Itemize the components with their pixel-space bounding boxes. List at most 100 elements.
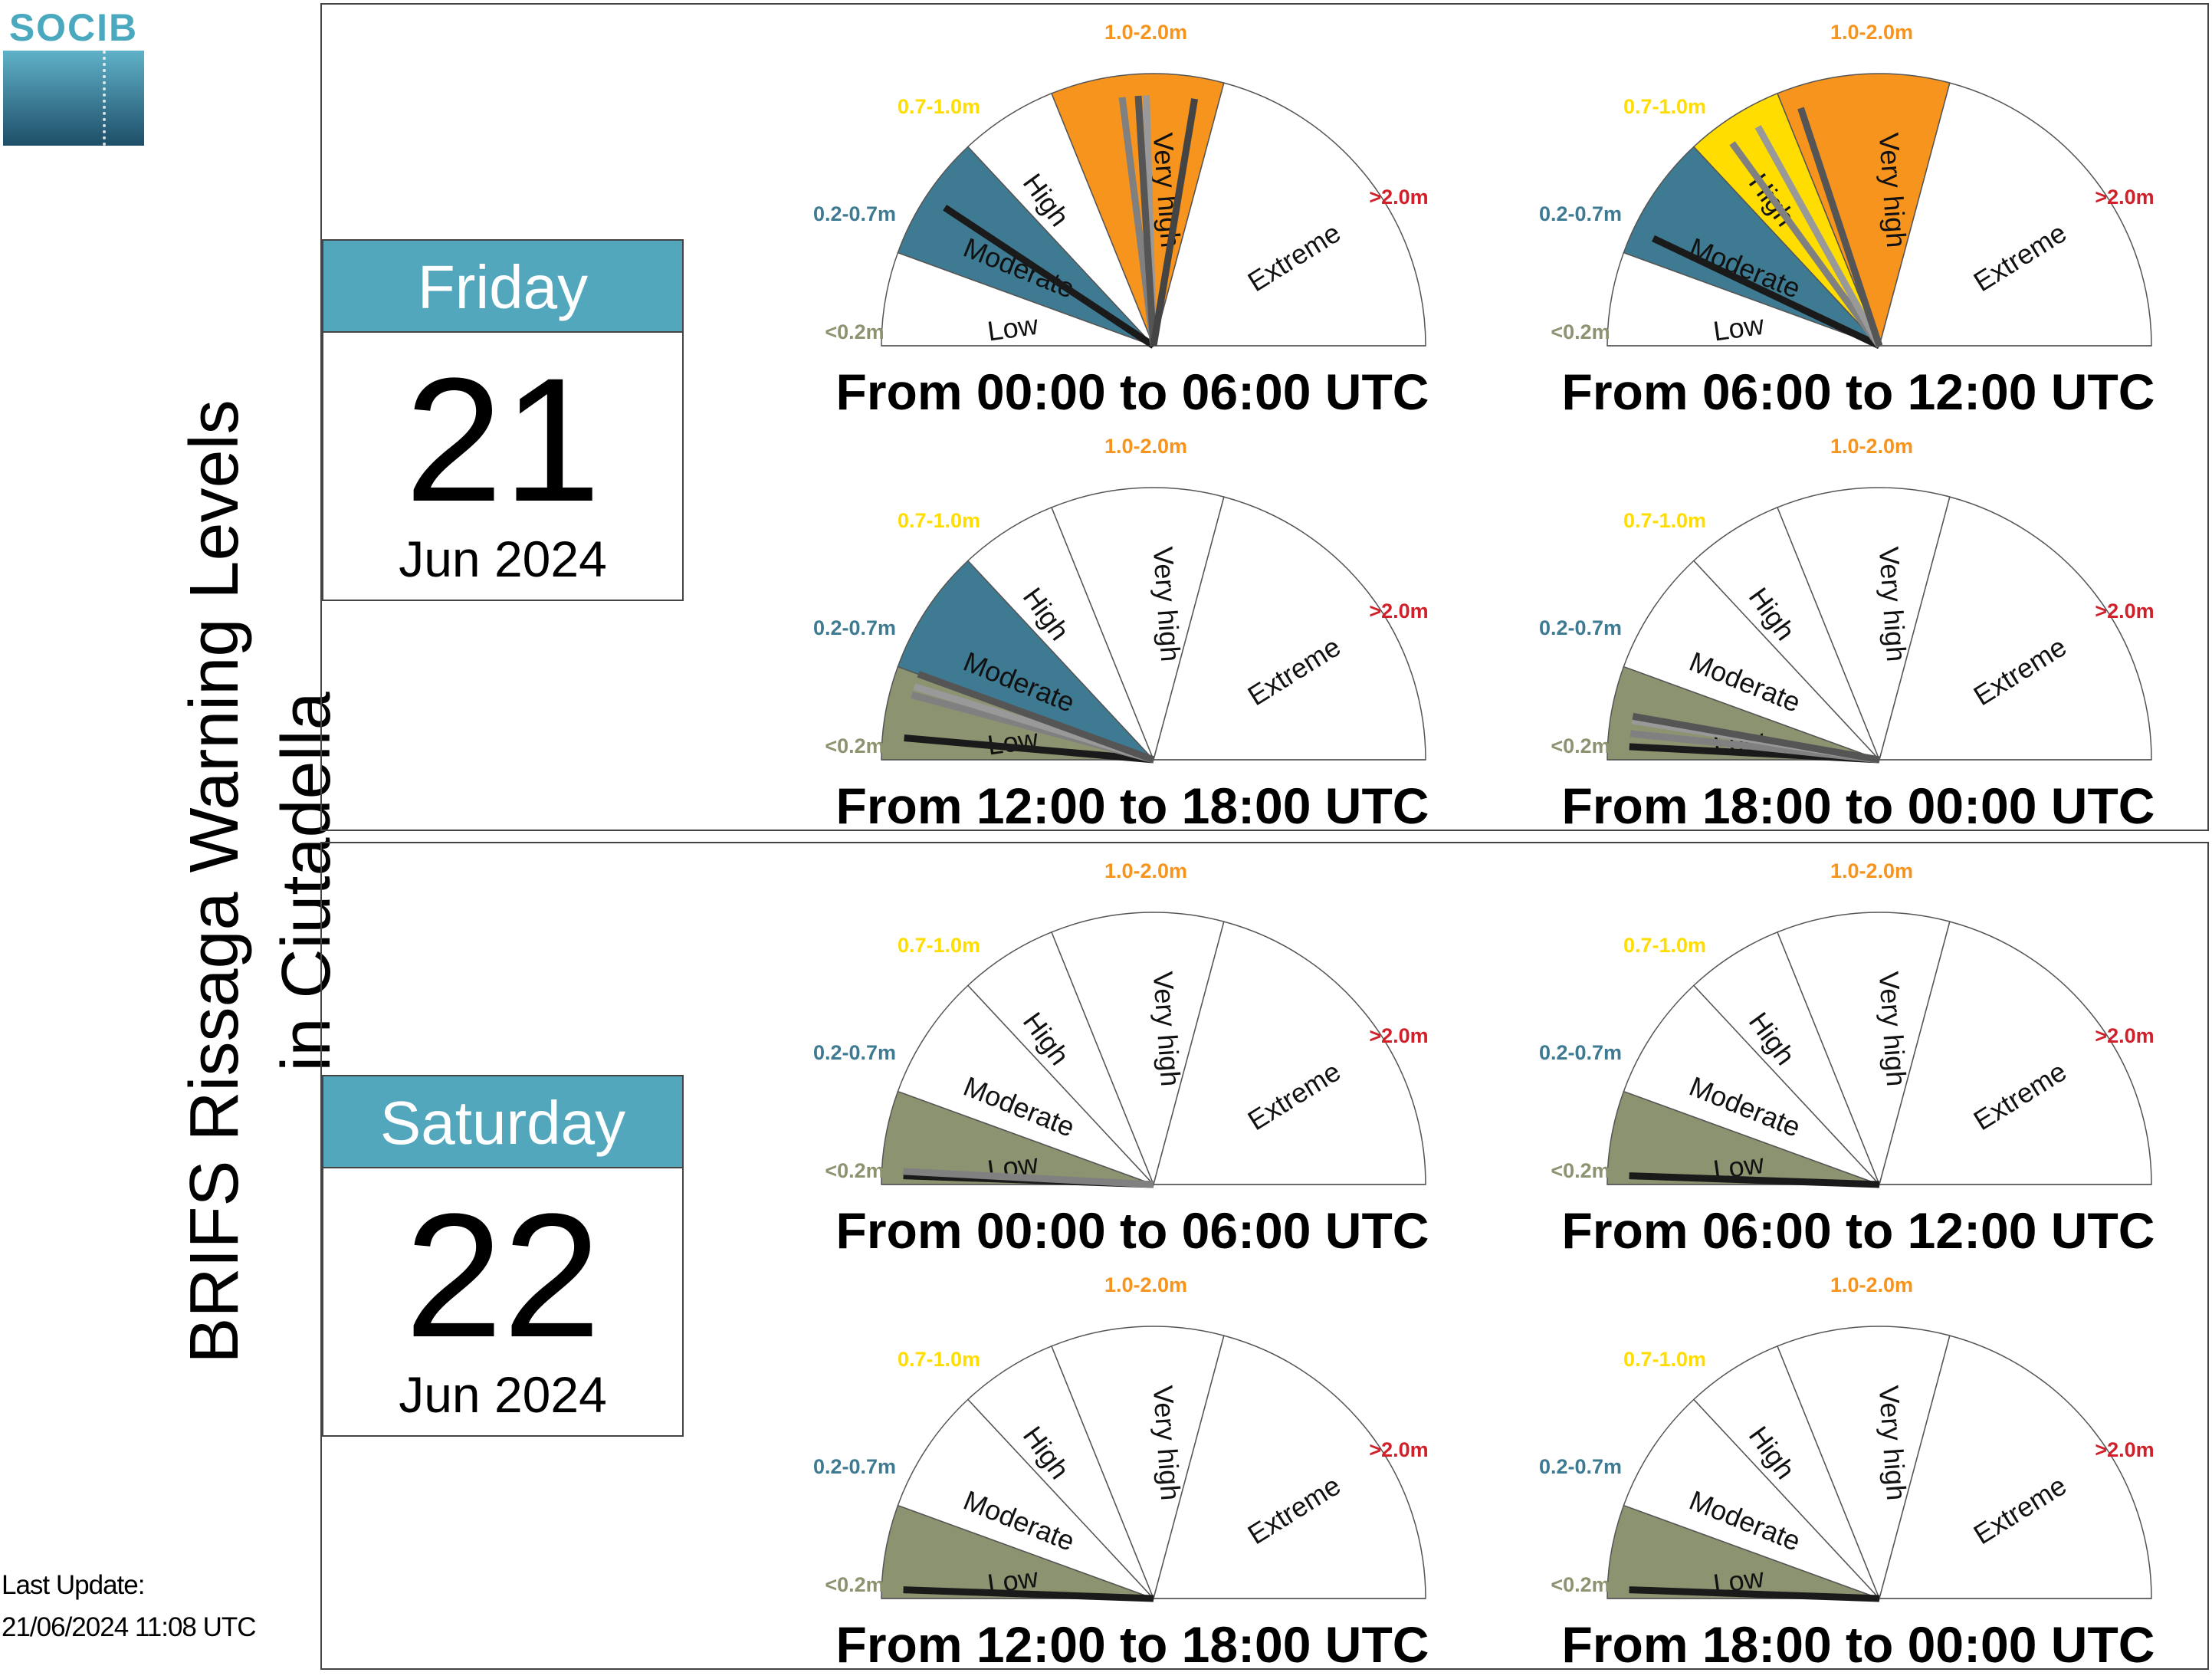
range-label: <0.2m	[825, 320, 884, 343]
sector-label: Low	[986, 309, 1041, 347]
gauge-chart: Low<0.2mModerate0.2-0.7mHigh0.7-1.0mVery…	[1539, 21, 2155, 350]
range-label: <0.2m	[825, 734, 884, 757]
day-name: Friday	[322, 239, 684, 333]
gauge-needle	[1729, 141, 1882, 348]
range-label: >2.0m	[2095, 1438, 2154, 1461]
gauge-needle	[1797, 107, 1883, 347]
gauge-needle	[903, 1168, 1154, 1188]
last-update-value: 21/06/2024 11:08 UTC	[2, 1612, 257, 1642]
day-name: Saturday	[322, 1075, 684, 1168]
month-year: Jun 2024	[399, 531, 607, 587]
day-number: 22	[405, 1177, 601, 1374]
gauge-sector-moderate	[1623, 1398, 1880, 1599]
range-label: 1.0-2.0m	[1830, 435, 1913, 458]
gauge-needle	[1632, 712, 1880, 764]
range-label: 0.2-0.7m	[1539, 1455, 1622, 1478]
range-label: 1.0-2.0m	[1104, 435, 1187, 458]
range-label: 1.0-2.0m	[1830, 859, 1913, 882]
gauge-sector-extreme	[1879, 496, 2152, 761]
warning-gauge: Low<0.2mModerate0.2-0.7mHigh0.7-1.0mVery…	[1496, 426, 2212, 840]
gauge-sector-high	[1692, 931, 1880, 1185]
period-label: From 00:00 to 06:00 UTC	[835, 1202, 1429, 1259]
gauge-chart: Low<0.2mModerate0.2-0.7mHigh0.7-1.0mVery…	[1539, 435, 2155, 764]
gauge-sector-very-high	[1051, 1326, 1225, 1601]
gauge-needle	[1629, 1586, 1880, 1602]
gauge-sector-high	[967, 931, 1154, 1185]
range-label: >2.0m	[1369, 186, 1428, 209]
gauge-sector-high	[1692, 506, 1880, 761]
range-label: 0.7-1.0m	[898, 1348, 980, 1371]
range-label: >2.0m	[1369, 1024, 1428, 1047]
period-label: From 18:00 to 00:00 UTC	[1561, 777, 2155, 834]
gauge-sector-extreme	[1879, 921, 2152, 1185]
gauge-sector-moderate	[897, 560, 1154, 761]
gauge-needle	[1652, 235, 1881, 350]
range-label: 0.7-1.0m	[1623, 1348, 1706, 1371]
day-number: 21	[405, 341, 601, 538]
gauge-needle	[1629, 1172, 1880, 1188]
period-label: From 06:00 to 12:00 UTC	[1561, 363, 2155, 420]
range-label: 0.7-1.0m	[898, 95, 980, 118]
last-update-label: Last Update:	[2, 1570, 145, 1600]
gauge-sector-very-high	[1051, 487, 1225, 762]
gauge-sector-high	[967, 506, 1154, 761]
period-label: From 00:00 to 06:00 UTC	[835, 363, 1429, 420]
date-card: Friday 21 Jun 2024	[322, 239, 684, 601]
gauge-sector-very-high	[1777, 1326, 1951, 1601]
logo-wave-icon	[3, 51, 144, 146]
day-panel: Saturday 22 Jun 2024 Low <0.2m Moderate 0.2-0.…	[320, 842, 2212, 1673]
gauge-sector-moderate	[1623, 984, 1880, 1185]
gauge-sector-moderate	[897, 1398, 1154, 1599]
period-label: From 12:00 to 18:00 UTC	[835, 1616, 1429, 1673]
gauge-needle	[1754, 125, 1882, 348]
range-label: 1.0-2.0m	[1830, 1273, 1913, 1296]
gauge-sector-very-high	[1051, 912, 1225, 1187]
gauge-needle	[1134, 95, 1157, 347]
gauge-sector-very-high	[1777, 487, 1951, 762]
last-update: Last Update: 21/06/2024 11:08 UTC	[2, 1564, 257, 1648]
range-label: <0.2m	[1551, 1159, 1610, 1182]
sector-label: Low	[1712, 309, 1767, 347]
gauge-sector-high	[967, 92, 1154, 347]
range-label: >2.0m	[2095, 600, 2154, 623]
range-label: 0.7-1.0m	[898, 934, 980, 957]
range-label: 0.2-0.7m	[1539, 616, 1622, 639]
socib-logo: SOCIB	[3, 5, 144, 146]
gauge-needle	[904, 734, 1154, 764]
gauge-sector-high	[1692, 1345, 1880, 1599]
gauge-sector-high	[967, 1345, 1154, 1599]
gauge-sector-extreme	[1153, 82, 1426, 347]
range-label: 0.7-1.0m	[1623, 934, 1706, 957]
range-label: 0.2-0.7m	[1539, 202, 1622, 225]
date-box: 21 Jun 2024	[322, 333, 684, 601]
period-label: From 06:00 to 12:00 UTC	[1561, 1202, 2155, 1259]
range-label: <0.2m	[825, 1159, 884, 1182]
gauge-sector-extreme	[1153, 921, 1426, 1185]
range-label: <0.2m	[1551, 1573, 1610, 1596]
range-label: 1.0-2.0m	[1104, 859, 1187, 882]
range-label: 0.7-1.0m	[1623, 95, 1706, 118]
range-label: 0.7-1.0m	[1623, 509, 1706, 532]
range-label: <0.2m	[1551, 320, 1610, 343]
range-label: 1.0-2.0m	[1104, 21, 1187, 44]
range-label: >2.0m	[1369, 1438, 1428, 1461]
range-label: 0.7-1.0m	[898, 509, 980, 532]
date-box: 22 Jun 2024	[322, 1168, 684, 1437]
gauge-needle	[903, 1586, 1154, 1602]
gauge-sector-extreme	[1153, 496, 1426, 761]
range-label: 1.0-2.0m	[1104, 1273, 1187, 1296]
gauge-sector-moderate	[897, 146, 1154, 347]
range-label: >2.0m	[2095, 186, 2154, 209]
period-label: From 12:00 to 18:00 UTC	[835, 777, 1429, 834]
range-label: 0.2-0.7m	[813, 1041, 896, 1064]
